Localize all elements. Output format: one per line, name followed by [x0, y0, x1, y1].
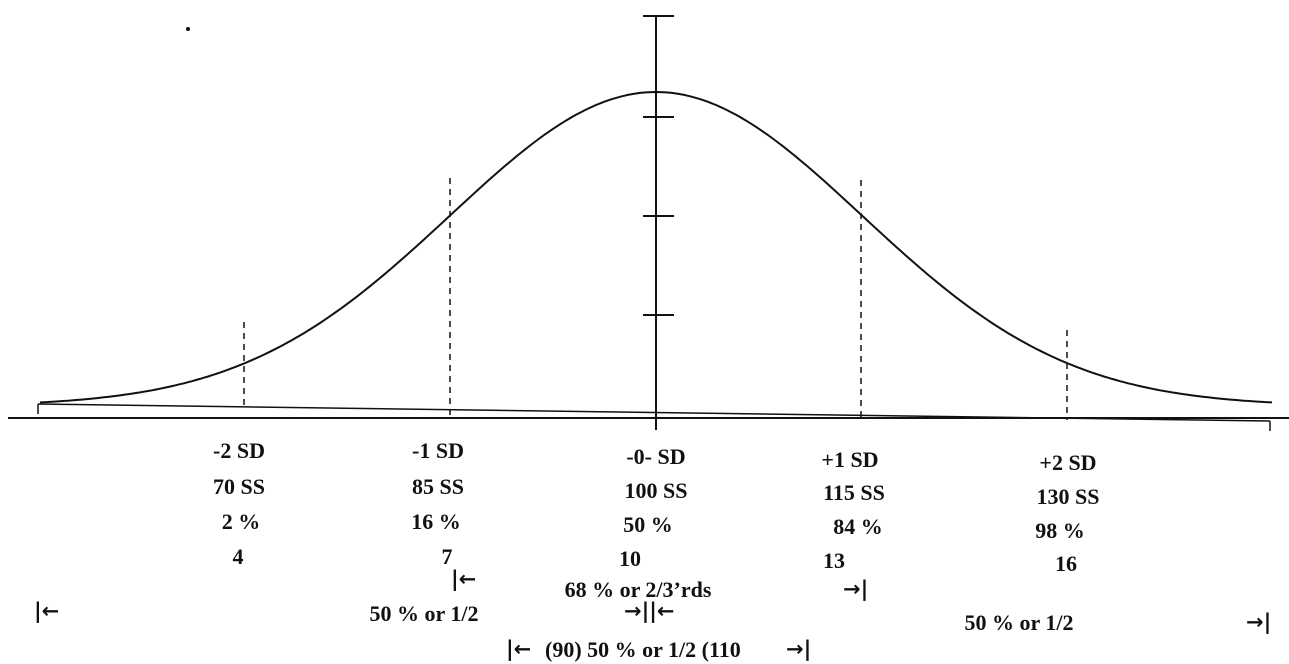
sd-0-label: -0- SD — [626, 444, 686, 469]
pct-16-label: 16 % — [411, 509, 461, 534]
range-68-left-stop: |← — [451, 567, 477, 591]
scaled-4-label: 4 — [232, 544, 244, 569]
right-half-end-stop: →| — [1246, 610, 1272, 634]
scaled-7-label: 7 — [441, 544, 453, 569]
scaled-13-label: 13 — [823, 548, 845, 573]
ss-130-label: 130 SS — [1036, 484, 1100, 509]
scan-speck — [186, 27, 190, 31]
right-half-label: 50 % or 1/2 — [964, 610, 1074, 635]
range-68-label: 68 % or 2/3’rds — [564, 577, 712, 602]
center-double-stop: →||← — [624, 599, 675, 623]
bracket-line — [37, 403, 1271, 422]
center-band-left-stop: |← — [506, 637, 532, 661]
pct-84-label: 84 % — [833, 514, 883, 539]
ss-70-label: 70 SS — [213, 474, 265, 499]
left-half-start-stop: |← — [34, 599, 60, 623]
pct-2-label: 2 % — [221, 509, 261, 534]
sd-minus-2-label: -2 SD — [213, 438, 265, 463]
center-band-label: (90) 50 % or 1/2 (110 — [545, 637, 741, 662]
pct-98-label: 98 % — [1035, 518, 1085, 543]
scaled-16-label: 16 — [1055, 551, 1077, 576]
ss-85-label: 85 SS — [412, 474, 464, 499]
scaled-10-label: 10 — [619, 546, 641, 571]
pct-50-label: 50 % — [623, 512, 673, 537]
sd-plus-2-label: +2 SD — [1039, 450, 1097, 475]
sd-minus-1-label: -1 SD — [412, 438, 464, 463]
center-band-right-stop: →| — [786, 637, 812, 661]
ss-100-label: 100 SS — [624, 478, 688, 503]
ss-115-label: 115 SS — [823, 480, 885, 505]
left-half-label: 50 % or 1/2 — [369, 601, 479, 626]
sd-plus-1-label: +1 SD — [821, 447, 879, 472]
range-68-right-stop: →| — [843, 577, 869, 601]
